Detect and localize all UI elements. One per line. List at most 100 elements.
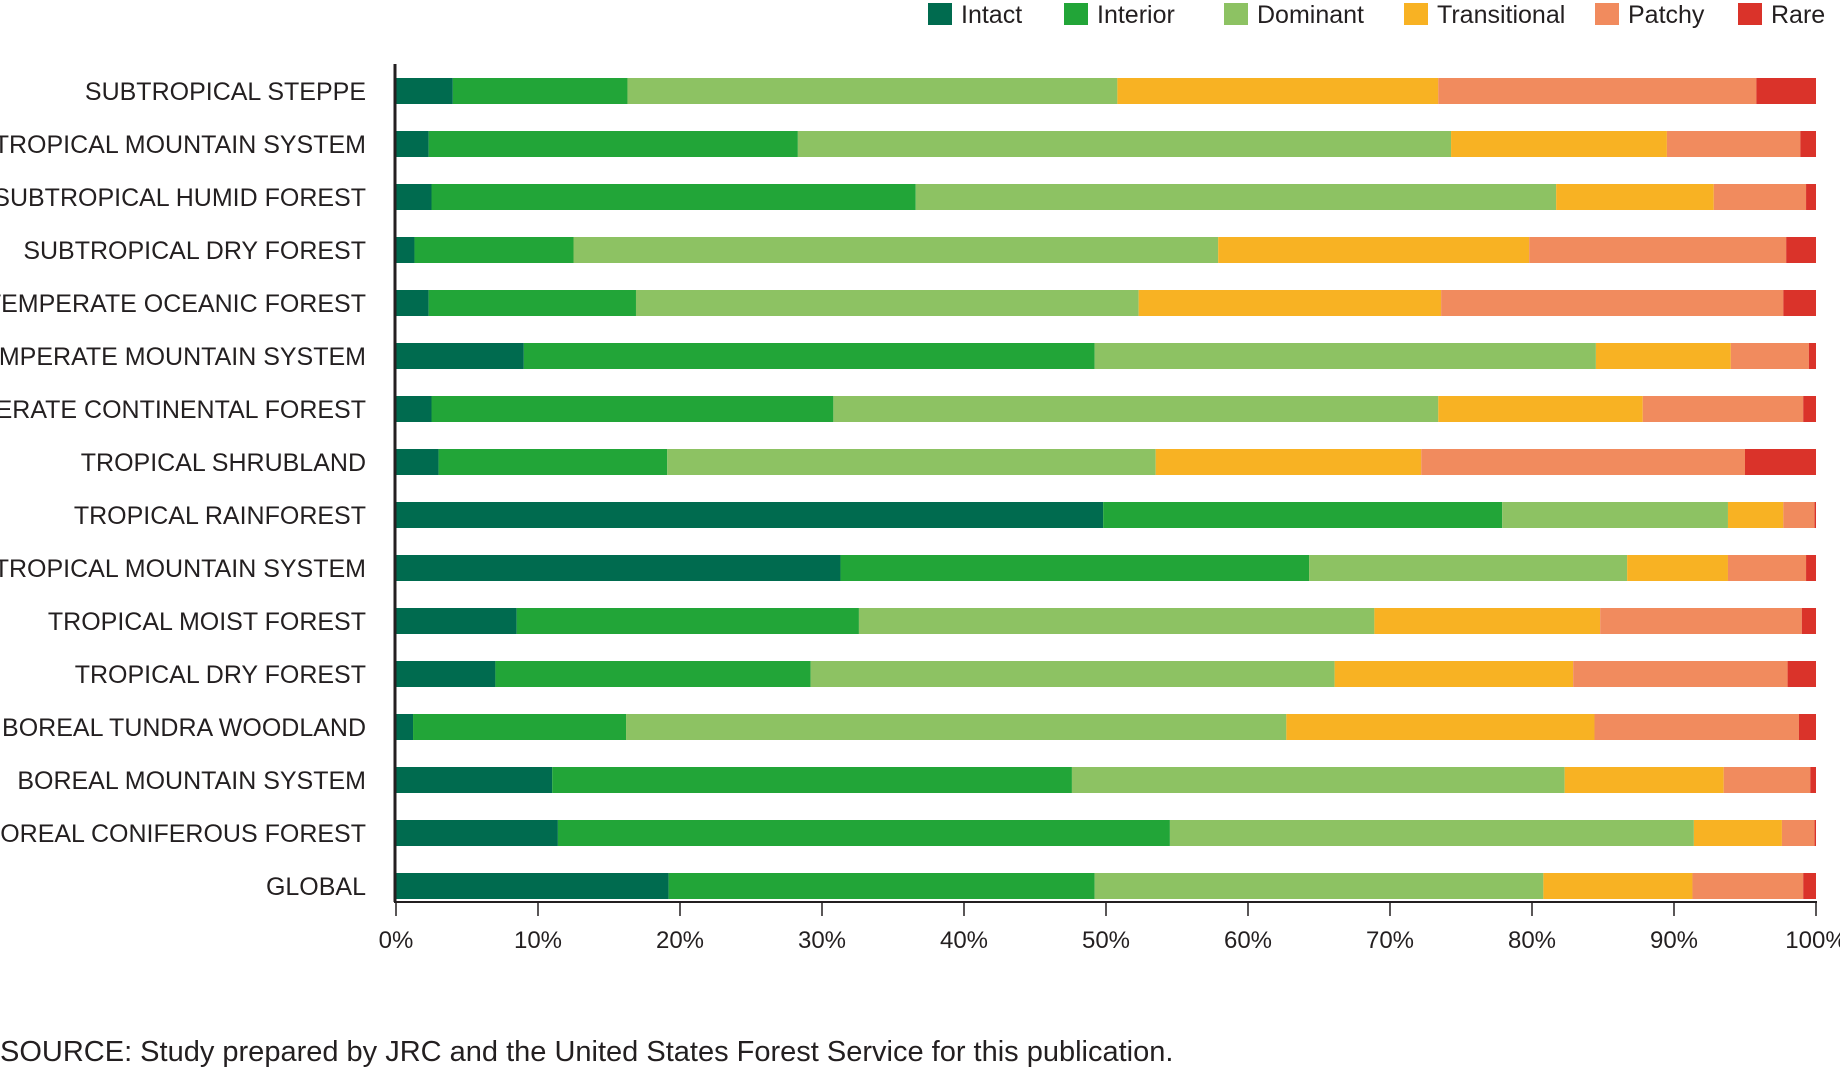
category-label: BOREAL TUNDRA WOODLAND	[2, 714, 366, 742]
bars	[396, 78, 1816, 899]
bar-segment-transitional	[1138, 290, 1442, 316]
bar-segment-dominant	[810, 661, 1335, 687]
legend-label-dominant: Dominant	[1257, 1, 1364, 29]
bar-segment-patchy	[1692, 873, 1804, 899]
bar-segment-interior	[523, 343, 1095, 369]
bar-segment-dominant	[573, 237, 1219, 263]
bar-segment-intact	[396, 78, 453, 104]
bar-segment-rare	[1787, 661, 1816, 687]
bar-segment-interior	[1103, 502, 1503, 528]
category-label: SUBTROPICAL DRY FOREST	[23, 237, 366, 265]
bar-segment-patchy	[1723, 767, 1811, 793]
bar-segment-interior	[495, 661, 811, 687]
bar-segment-intact	[396, 873, 669, 899]
legend-swatch-rare	[1738, 3, 1762, 25]
bar-segment-intact	[396, 767, 553, 793]
bar-segment-intact	[396, 449, 439, 475]
bar-segment-interior	[428, 131, 798, 157]
bar-segment-transitional	[1286, 714, 1595, 740]
category-label: SUBTROPICAL HUMID FOREST	[0, 184, 366, 212]
legend-swatch-patchy	[1595, 3, 1619, 25]
bar-segment-rare	[1803, 873, 1816, 899]
bar-segment-transitional	[1564, 767, 1724, 793]
bar-segment-intact	[396, 237, 415, 263]
bar-segment-rare	[1783, 290, 1816, 316]
bar-segment-dominant	[1309, 555, 1628, 581]
bar-segment-dominant	[626, 714, 1287, 740]
category-label: SUBTROPICAL MOUNTAIN SYSTEM	[0, 131, 366, 159]
bar-segment-dominant	[1169, 820, 1694, 846]
bar-segment-patchy	[1594, 714, 1799, 740]
bar-segment-interior	[668, 873, 1095, 899]
legend-swatch-dominant	[1224, 3, 1248, 25]
bar-segment-intact	[396, 131, 429, 157]
bar-segment-patchy	[1713, 184, 1807, 210]
bar-segment-patchy	[1727, 555, 1807, 581]
category-label: GLOBAL	[266, 873, 366, 901]
category-label: TEMPERATE OCEANIC FOREST	[0, 290, 366, 318]
bar-segment-patchy	[1573, 661, 1788, 687]
bar-segment-rare	[1808, 343, 1816, 369]
x-tick-label: 30%	[798, 927, 846, 954]
bar-segment-rare	[1801, 608, 1816, 634]
bar-segment-interior	[452, 78, 628, 104]
bar-segment-intact	[396, 502, 1104, 528]
bar-segment-dominant	[1071, 767, 1565, 793]
x-tick-label: 10%	[514, 927, 562, 954]
bar-segment-rare	[1800, 131, 1816, 157]
bar-segment-dominant	[667, 449, 1156, 475]
bar-segment-rare	[1803, 396, 1816, 422]
legend-label-transitional: Transitional	[1437, 1, 1565, 29]
legend-label-patchy: Patchy	[1628, 1, 1705, 29]
bar-segment-interior	[414, 237, 574, 263]
axes: 0% 10% 20% 30% 40% 50% 60% 70% 80% 90% 100%	[379, 64, 1840, 954]
x-tick-label: 20%	[656, 927, 704, 954]
bar-segment-interior	[413, 714, 627, 740]
category-label: TEMPERATE CONTINENTAL FOREST	[0, 396, 366, 424]
category-label: TROPICAL MOIST FOREST	[48, 608, 366, 636]
bar-segment-transitional	[1595, 343, 1731, 369]
bar-segment-transitional	[1374, 608, 1601, 634]
x-tick-label: 100%	[1785, 927, 1840, 954]
legend-label-intact: Intact	[961, 1, 1022, 29]
source-note: SOURCE: Study prepared by JRC and the Un…	[0, 1036, 1174, 1068]
bar-segment-interior	[840, 555, 1310, 581]
category-label: TROPICAL SHRUBLAND	[81, 449, 366, 477]
bar-segment-intact	[396, 555, 841, 581]
bar-segment-patchy	[1666, 131, 1801, 157]
category-label: TEMPERATE MOUNTAIN SYSTEM	[0, 343, 366, 371]
bar-segment-rare	[1814, 502, 1816, 528]
x-tick-label: 80%	[1508, 927, 1556, 954]
bar-segment-dominant	[627, 78, 1118, 104]
bar-segment-interior	[438, 449, 668, 475]
legend-label-interior: Interior	[1097, 1, 1175, 29]
category-label: TROPICAL MOUNTAIN SYSTEM	[0, 555, 366, 583]
bar-segment-transitional	[1556, 184, 1714, 210]
bar-segment-rare	[1814, 820, 1816, 846]
bar-segment-transitional	[1627, 555, 1728, 581]
bar-segment-transitional	[1218, 237, 1530, 263]
bar-segment-transitional	[1334, 661, 1574, 687]
bar-segment-patchy	[1730, 343, 1809, 369]
x-tick-label: 40%	[940, 927, 988, 954]
x-tick-label: 90%	[1650, 927, 1698, 954]
legend-label-rare: Rare	[1771, 1, 1825, 29]
bar-segment-dominant	[1094, 343, 1596, 369]
bar-segment-interior	[431, 184, 916, 210]
bar-segment-transitional	[1155, 449, 1422, 475]
bar-segment-patchy	[1438, 78, 1757, 104]
x-tick-label: 70%	[1366, 927, 1414, 954]
bar-segment-patchy	[1421, 449, 1745, 475]
bar-segment-intact	[396, 714, 414, 740]
bar-segment-dominant	[915, 184, 1557, 210]
bar-segment-rare	[1806, 184, 1816, 210]
bar-segment-intact	[396, 184, 432, 210]
bar-segment-patchy	[1642, 396, 1804, 422]
bar-segment-intact	[396, 290, 429, 316]
bar-segment-rare	[1756, 78, 1816, 104]
bar-segment-patchy	[1781, 820, 1815, 846]
bar-segment-transitional	[1438, 396, 1643, 422]
bar-segment-patchy	[1441, 290, 1784, 316]
category-label: BOREAL MOUNTAIN SYSTEM	[17, 767, 366, 795]
